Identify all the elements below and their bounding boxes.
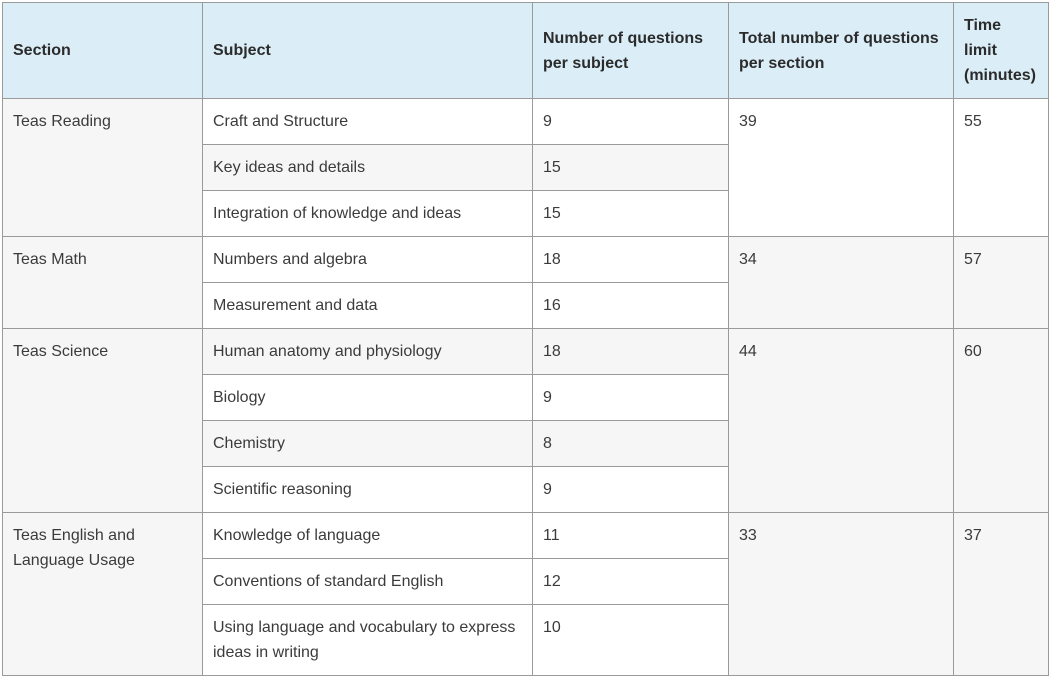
section-cell: Teas Reading	[2, 98, 203, 237]
header-questions-per-subject: Number of questions per subject	[532, 2, 729, 99]
table-row: Key ideas and details 15	[3, 144, 1049, 191]
subject-cell: Conventions of standard English	[202, 558, 533, 605]
table-row: Integration of knowledge and ideas 15	[3, 190, 1049, 237]
count-cell: 15	[532, 190, 729, 237]
section-total-cell: 44	[728, 328, 954, 513]
count-cell: 15	[532, 144, 729, 191]
section-total-cell: 33	[728, 512, 954, 676]
count-cell: 18	[532, 236, 729, 283]
table-row: Teas Science Human anatomy and physiolog…	[2, 328, 1049, 513]
count-cell: 12	[532, 558, 729, 605]
section-cell: Teas Science	[2, 328, 203, 513]
table-row: Biology 9	[3, 374, 1049, 421]
section-cell: Teas English and Language Usage	[2, 512, 203, 676]
header-questions-per-section: Total number of questions per section	[728, 2, 954, 99]
header-subject: Subject	[202, 2, 533, 99]
count-cell: 16	[532, 282, 729, 329]
subject-cell: Using language and vocabulary to express…	[202, 604, 533, 676]
subject-cell: Craft and Structure	[202, 98, 533, 145]
header-row: Section Subject Number of questions per …	[2, 2, 1049, 99]
table-row: Teas Math Numbers and algebra 18 34 57	[2, 236, 1049, 329]
time-limit-cell: 37	[953, 512, 1049, 676]
count-cell: 9	[532, 466, 729, 513]
count-cell: 9	[532, 374, 729, 421]
time-limit-cell: 57	[953, 236, 1049, 329]
subject-cell: Measurement and data	[202, 282, 533, 329]
table-row: Scientific reasoning 9	[3, 466, 1049, 513]
subject-cell: Key ideas and details	[202, 144, 533, 191]
time-limit-cell: 60	[953, 328, 1049, 513]
subject-cell: Chemistry	[202, 420, 533, 467]
subject-cell: Biology	[202, 374, 533, 421]
section-cell: Teas Math	[2, 236, 203, 329]
subject-cell: Human anatomy and physiology	[202, 328, 533, 375]
count-cell: 9	[532, 98, 729, 145]
table-row: Teas Reading Craft and Structure 9 39 55	[2, 98, 1049, 237]
table-row: Teas English and Language Usage Knowledg…	[2, 512, 1049, 676]
section-total-cell: 34	[728, 236, 954, 329]
header-section: Section	[2, 2, 203, 99]
table-body: Teas Reading Craft and Structure 9 39 55…	[2, 98, 1049, 676]
table-row: Using language and vocabulary to express…	[3, 604, 1049, 676]
subject-cell: Scientific reasoning	[202, 466, 533, 513]
header-time-limit: Time limit (minutes)	[953, 2, 1049, 99]
table-row: Conventions of standard English 12	[3, 558, 1049, 605]
count-cell: 10	[532, 604, 729, 676]
time-limit-cell: 55	[953, 98, 1049, 237]
count-cell: 18	[532, 328, 729, 375]
subject-cell: Numbers and algebra	[202, 236, 533, 283]
section-total-cell: 39	[728, 98, 954, 237]
count-cell: 11	[532, 512, 729, 559]
subject-cell: Knowledge of language	[202, 512, 533, 559]
count-cell: 8	[532, 420, 729, 467]
table-row: Measurement and data 16	[3, 282, 1049, 329]
table-header: Section Subject Number of questions per …	[2, 2, 1049, 99]
subject-cell: Integration of knowledge and ideas	[202, 190, 533, 237]
